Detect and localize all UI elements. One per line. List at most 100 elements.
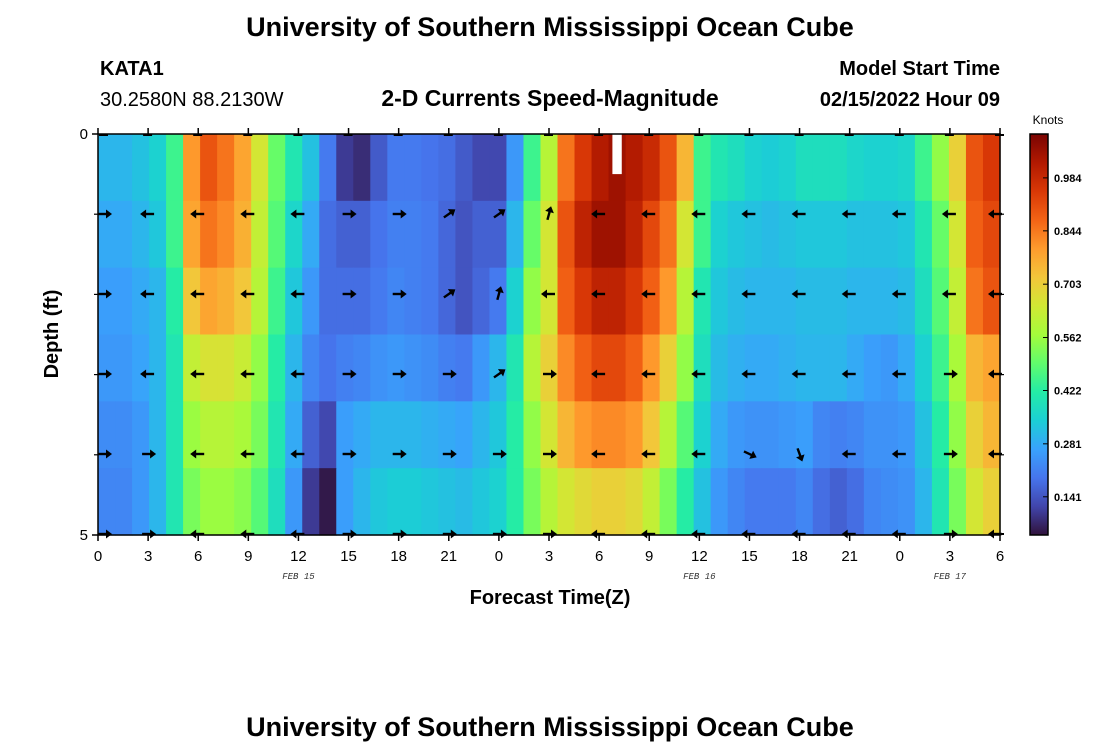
heatmap-cell bbox=[880, 200, 899, 269]
heatmap-cell bbox=[574, 468, 593, 536]
current-vectors bbox=[98, 134, 1004, 539]
heatmap-cell bbox=[812, 200, 831, 269]
heatmap-cell bbox=[557, 334, 576, 402]
current-arrow bbox=[98, 449, 112, 459]
current-arrow bbox=[743, 450, 757, 459]
heatmap-cell bbox=[846, 134, 865, 202]
heatmap-cell bbox=[642, 334, 661, 402]
heatmap-cell bbox=[710, 401, 729, 469]
current-arrow bbox=[741, 289, 756, 299]
station-id: KATA1 bbox=[100, 58, 164, 80]
current-arrow bbox=[342, 209, 357, 219]
heatmap-cell bbox=[183, 334, 201, 402]
current-arrow bbox=[943, 369, 958, 379]
colorbar-tick-label: 0.281 bbox=[1054, 439, 1082, 451]
heatmap-cell bbox=[302, 200, 320, 269]
heatmap-cell bbox=[761, 468, 780, 536]
heatmap-cell bbox=[166, 401, 184, 469]
current-arrow bbox=[190, 449, 205, 459]
heatmap-cell bbox=[506, 334, 525, 402]
heatmap-cell bbox=[489, 468, 508, 536]
heatmap-cell bbox=[608, 401, 627, 469]
heatmap-cell bbox=[982, 200, 1001, 269]
heatmap-cell bbox=[676, 401, 695, 469]
heatmap-cell bbox=[761, 267, 780, 336]
heatmap-cell bbox=[846, 334, 865, 402]
heatmap-cell bbox=[421, 134, 439, 202]
x-tick-label: 3 bbox=[946, 548, 954, 565]
heatmap-cell bbox=[387, 468, 405, 536]
heatmap-cell bbox=[115, 334, 133, 402]
heatmap-cell bbox=[982, 267, 1001, 336]
heatmap-cell bbox=[540, 334, 559, 402]
heatmap-cell bbox=[523, 200, 542, 269]
heatmap-cell bbox=[778, 134, 797, 202]
current-arrow bbox=[641, 369, 656, 379]
heatmap-cell bbox=[370, 267, 388, 336]
current-arrow bbox=[841, 449, 856, 459]
heatmap-cell bbox=[489, 267, 508, 336]
x-tick-label: 0 bbox=[495, 548, 503, 565]
heatmap-cell bbox=[455, 200, 474, 269]
heatmap-cell bbox=[778, 401, 797, 469]
heatmap-cell bbox=[472, 134, 491, 202]
heatmap-cell bbox=[659, 468, 678, 536]
heatmap-cell bbox=[336, 134, 354, 202]
heatmap-cell bbox=[200, 468, 218, 536]
heatmap-cell bbox=[608, 468, 627, 536]
heatmap-cell bbox=[693, 468, 712, 536]
heatmap-cell bbox=[557, 468, 576, 536]
heatmap-cell bbox=[965, 134, 984, 202]
heatmap-cell bbox=[948, 334, 967, 402]
heatmap-cell bbox=[251, 468, 269, 536]
heatmap-cell bbox=[387, 200, 405, 269]
current-arrow bbox=[442, 449, 457, 459]
current-arrow bbox=[741, 209, 756, 219]
heatmap-cell bbox=[965, 200, 984, 269]
heatmap-cell bbox=[727, 334, 746, 402]
current-arrow bbox=[741, 369, 756, 379]
heatmap-cell bbox=[353, 401, 371, 469]
heatmap-cell bbox=[115, 401, 133, 469]
colorbar-tick-label: 0.984 bbox=[1054, 173, 1082, 185]
heatmap-cell bbox=[319, 200, 337, 269]
heatmap-cell bbox=[829, 200, 848, 269]
heatmap-cell bbox=[285, 267, 303, 336]
heatmap-cell bbox=[948, 134, 967, 202]
current-arrow bbox=[392, 289, 407, 299]
current-arrow bbox=[691, 289, 706, 299]
current-arrow bbox=[342, 289, 357, 299]
heatmap-cell bbox=[149, 200, 167, 269]
current-arrow bbox=[591, 289, 606, 299]
heatmap-cell bbox=[982, 401, 1001, 469]
current-arrow bbox=[591, 369, 606, 379]
heatmap-cell bbox=[370, 334, 388, 402]
heatmap-cell bbox=[336, 267, 354, 336]
heatmap-cell bbox=[523, 334, 542, 402]
heatmap-cell bbox=[795, 401, 814, 469]
heatmap-cell bbox=[778, 267, 797, 336]
heatmap-cell bbox=[353, 468, 371, 536]
heatmap-cell bbox=[846, 401, 865, 469]
heatmap-cell bbox=[506, 200, 525, 269]
current-arrow bbox=[98, 209, 112, 219]
heatmap-cell bbox=[217, 267, 235, 336]
heatmap-cell bbox=[846, 468, 865, 536]
heatmap-cell bbox=[897, 334, 916, 402]
speed-heatmap bbox=[98, 134, 1001, 536]
model-start-label: Model Start Time bbox=[839, 58, 1000, 80]
heatmap-cell bbox=[761, 200, 780, 269]
x-tick-label: 18 bbox=[390, 548, 407, 565]
x-axis-ticks: 0 3 6 9 12 15 18 21 0 3 6 9 12 15 18 21 0 3 6 bbox=[94, 128, 1004, 565]
heatmap-cell bbox=[336, 200, 354, 269]
heatmap-cell bbox=[574, 334, 593, 402]
heatmap-cell bbox=[472, 401, 491, 469]
model-start-time: 02/15/2022 Hour 09 bbox=[820, 89, 1000, 111]
heatmap-cell bbox=[370, 134, 388, 202]
heatmap-cell bbox=[965, 468, 984, 536]
heatmap-cell bbox=[608, 267, 627, 336]
heatmap-cell bbox=[115, 267, 133, 336]
current-arrow bbox=[841, 289, 856, 299]
current-arrow bbox=[290, 209, 305, 219]
heatmap-cell bbox=[591, 334, 610, 402]
